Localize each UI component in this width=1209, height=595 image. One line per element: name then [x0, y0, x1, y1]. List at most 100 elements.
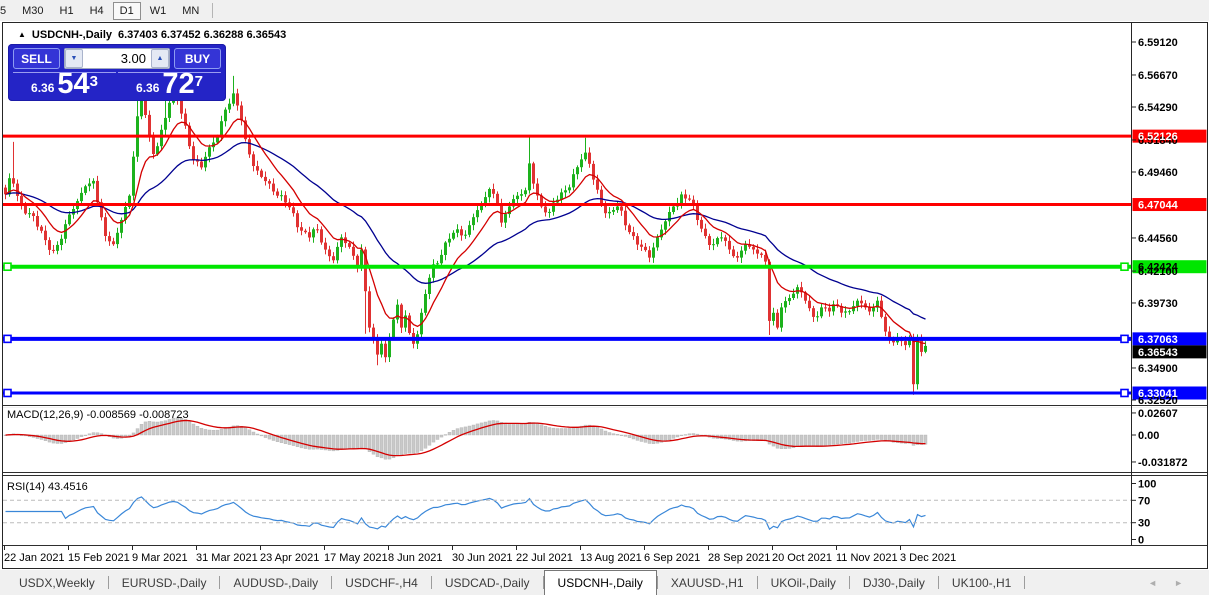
svg-text:-0.031872: -0.031872 [1138, 457, 1188, 469]
chart-tab-usdx-weekly[interactable]: USDX,Weekly [19, 575, 95, 590]
svg-text:31 Mar 2021: 31 Mar 2021 [196, 552, 258, 564]
svg-text:70: 70 [1138, 495, 1150, 507]
chart-tab-audusd-daily[interactable]: AUDUSD-,Daily [233, 575, 319, 590]
sell-pipette: 3 [89, 73, 98, 90]
buy-big-figure: 6.36 [136, 81, 160, 95]
chart-tab-ukoil-daily[interactable]: UKOil-,Daily [770, 575, 836, 590]
tabs-scroll-right-icon[interactable]: ► [1174, 577, 1183, 588]
tab-separator [937, 576, 939, 589]
svg-text:6.37063: 6.37063 [1138, 334, 1178, 346]
chart-title: ▲ USDCNH-,Daily 6.37403 6.37452 6.36288 … [18, 29, 286, 41]
level-lines-layer [3, 134, 1131, 398]
rsi-line [5, 496, 926, 531]
svg-text:6.32520: 6.32520 [1138, 395, 1178, 407]
chart-tab-usdcad-daily[interactable]: USDCAD-,Daily [444, 575, 530, 590]
timeframe-button-W1[interactable]: W1 [143, 2, 174, 20]
svg-text:6.51840: 6.51840 [1138, 135, 1178, 147]
price-axis [1132, 129, 1207, 400]
svg-text:6.39730: 6.39730 [1138, 298, 1178, 310]
timeframe-toolbar: 5 M30 H1 H4 D1 W1 MN [0, 0, 1209, 21]
volume-spinner: ▼ ▲ [64, 48, 170, 69]
svg-text:6.33041: 6.33041 [1138, 388, 1178, 400]
volume-decrease-icon[interactable]: ▼ [65, 49, 83, 68]
svg-text:100: 100 [1138, 479, 1156, 491]
tab-separator [107, 576, 109, 589]
timeframe-button-5[interactable]: 5 [0, 2, 13, 20]
timeframe-button-H1[interactable]: H1 [53, 2, 81, 20]
buy-price-display[interactable]: 6.36 72 7 [118, 68, 221, 100]
svg-text:30 Jun 2021: 30 Jun 2021 [452, 552, 513, 564]
ma-fast-line [5, 118, 926, 345]
chart-symbol-label: USDCNH-,Daily [31, 29, 112, 41]
volume-increase-icon[interactable]: ▲ [151, 49, 169, 68]
collapse-panel-icon[interactable]: ▲ [18, 29, 26, 39]
svg-text:20 Oct 2021: 20 Oct 2021 [772, 552, 832, 564]
svg-text:6.54290: 6.54290 [1138, 102, 1178, 114]
svg-text:6.42424: 6.42424 [1138, 262, 1179, 274]
svg-text:6.44560: 6.44560 [1138, 233, 1178, 245]
chart-svg: 6.59120 6.56670 6.54290 6.51840 6.49460 6.445… [0, 21, 1209, 570]
svg-text:6.49460: 6.49460 [1138, 167, 1178, 179]
chart-tab-xauusd-h1[interactable]: XAUUSD-,H1 [670, 575, 744, 590]
timeframe-button-M30[interactable]: M30 [15, 2, 50, 20]
svg-text:17 May 2021: 17 May 2021 [324, 552, 388, 564]
svg-text:6.56670: 6.56670 [1138, 70, 1178, 82]
svg-text:30: 30 [1138, 518, 1150, 530]
svg-text:22 Jul 2021: 22 Jul 2021 [516, 552, 573, 564]
timeframe-button-MN[interactable]: MN [175, 2, 206, 20]
chart-canvas[interactable]: 6.59120 6.56670 6.54290 6.51840 6.49460 6.445… [0, 21, 1209, 570]
svg-text:6.36543: 6.36543 [1138, 347, 1178, 359]
svg-text:MACD(12,26,9) -0.008569 -0.008: MACD(12,26,9) -0.008569 -0.008723 [7, 409, 189, 421]
sell-big-figure: 6.36 [31, 81, 55, 95]
chart-tab-dj30-daily[interactable]: DJ30-,Daily [862, 575, 925, 590]
tab-separator [1024, 576, 1026, 589]
tab-separator [756, 576, 758, 589]
svg-text:0.00: 0.00 [1138, 430, 1159, 442]
svg-text:13 Aug 2021: 13 Aug 2021 [580, 552, 642, 564]
tab-navigation: ◄ ► [1148, 570, 1183, 595]
buy-button[interactable]: BUY [174, 48, 221, 69]
tab-separator [848, 576, 850, 589]
svg-text:15 Feb 2021: 15 Feb 2021 [68, 552, 130, 564]
candles-layer [4, 71, 927, 395]
sell-button[interactable]: SELL [13, 48, 60, 69]
timeframe-button-H4[interactable]: H4 [83, 2, 111, 20]
svg-text:28 Sep 2021: 28 Sep 2021 [708, 552, 770, 564]
symbol-tabbar: USDX,Weekly EURUSD-,Daily AUDUSD-,Daily USD… [0, 570, 1209, 595]
svg-text:11 Nov 2021: 11 Nov 2021 [836, 552, 898, 564]
sell-pips: 54 [57, 68, 90, 100]
rsi-pane [5, 496, 926, 531]
buy-pips: 72 [162, 68, 195, 100]
tab-separator [542, 576, 544, 589]
svg-text:0: 0 [1138, 535, 1144, 547]
chart-tab-eurusd-daily[interactable]: EURUSD-,Daily [121, 575, 207, 590]
tab-separator [430, 576, 432, 589]
svg-text:6.52126: 6.52126 [1138, 131, 1178, 143]
macd-signal-line [5, 419, 926, 457]
tab-separator [656, 576, 658, 589]
one-click-trading-panel: SELL ▼ ▲ BUY 6.36 54 3 6.36 72 7 [8, 44, 226, 101]
chart-window-border [2, 22, 1208, 569]
svg-text:6.59120: 6.59120 [1138, 37, 1178, 49]
svg-text:6.47044: 6.47044 [1138, 200, 1179, 212]
timeframe-button-D1[interactable]: D1 [112, 1, 141, 20]
chart-tab-uk100-h1[interactable]: UK100-,H1 [951, 575, 1012, 590]
svg-text:22 Jan 2021: 22 Jan 2021 [4, 552, 65, 564]
tabs-scroll-left-icon[interactable]: ◄ [1148, 577, 1158, 588]
svg-text:6.34900: 6.34900 [1138, 363, 1178, 375]
chart-tab-usdcnh-daily[interactable]: USDCNH-,Daily [543, 570, 657, 595]
svg-text:8 Jun 2021: 8 Jun 2021 [388, 552, 442, 564]
tab-separator [219, 576, 221, 589]
sell-price-display[interactable]: 6.36 54 3 [13, 68, 116, 100]
toolbar-separator [212, 3, 214, 18]
volume-input[interactable] [83, 49, 151, 68]
svg-text:23 Apr 2021: 23 Apr 2021 [260, 552, 319, 564]
tab-separator [331, 576, 333, 589]
svg-text:6 Sep 2021: 6 Sep 2021 [644, 552, 700, 564]
chart-ohlc-values: 6.37403 6.37452 6.36288 6.36543 [118, 29, 287, 41]
svg-text:3 Dec 2021: 3 Dec 2021 [900, 552, 956, 564]
svg-text:9 Mar 2021: 9 Mar 2021 [132, 552, 188, 564]
chart-tab-usdchf-h4[interactable]: USDCHF-,H4 [345, 575, 418, 590]
svg-text:0.02607: 0.02607 [1138, 408, 1178, 420]
